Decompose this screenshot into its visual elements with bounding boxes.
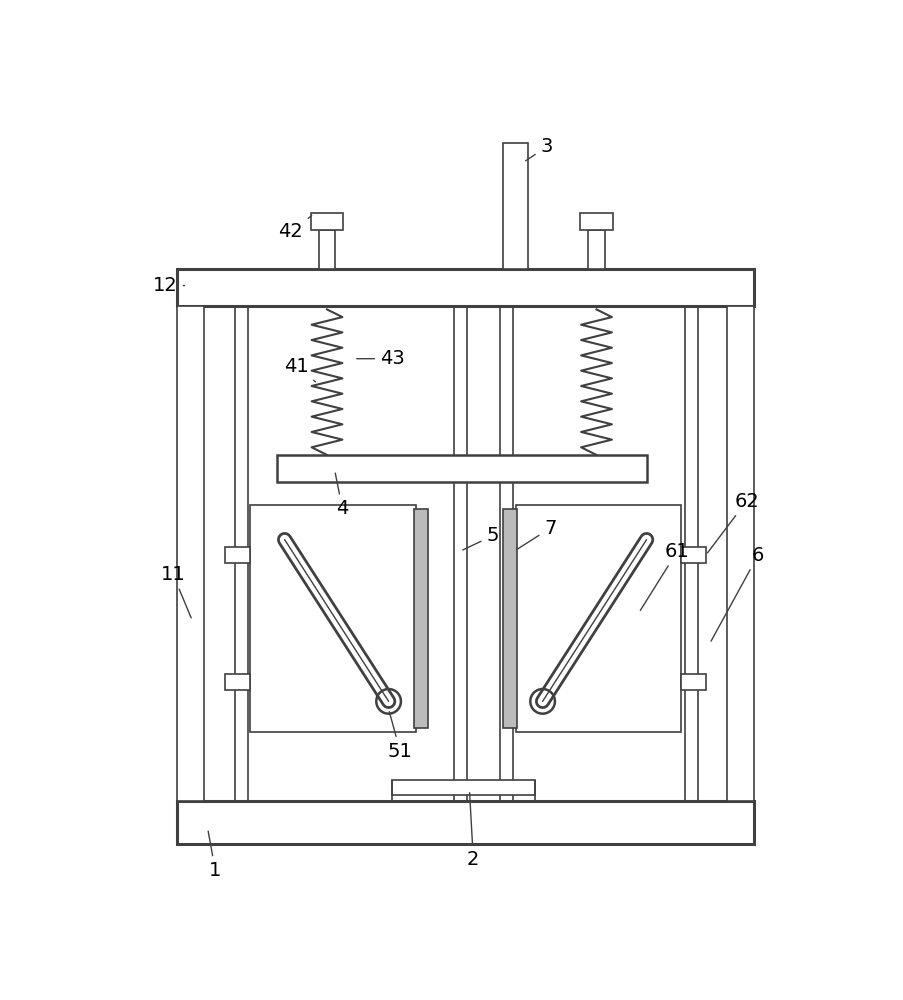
Bar bbox=[587, 230, 604, 269]
Bar bbox=[580, 213, 612, 230]
Bar bbox=[276, 455, 646, 482]
Text: 41: 41 bbox=[284, 357, 315, 382]
Bar bbox=[225, 547, 250, 563]
Text: 42: 42 bbox=[278, 216, 312, 241]
Bar bbox=[503, 509, 517, 728]
Bar bbox=[681, 674, 705, 690]
Bar bbox=[250, 505, 415, 732]
Bar bbox=[414, 509, 427, 728]
Bar bbox=[503, 143, 527, 269]
Bar bbox=[727, 306, 753, 801]
Text: 43: 43 bbox=[357, 349, 405, 368]
Bar bbox=[681, 547, 705, 563]
Text: 62: 62 bbox=[707, 492, 759, 553]
Text: 2: 2 bbox=[467, 793, 479, 869]
Text: 1: 1 bbox=[208, 831, 221, 880]
Text: 6: 6 bbox=[711, 546, 764, 641]
Bar bbox=[225, 674, 250, 690]
Bar bbox=[515, 505, 681, 732]
Bar bbox=[318, 230, 335, 269]
Text: 11: 11 bbox=[161, 565, 191, 618]
Bar bbox=[311, 213, 343, 230]
Text: 5: 5 bbox=[462, 526, 498, 550]
Bar bbox=[392, 780, 535, 795]
Bar bbox=[177, 801, 753, 844]
Text: 7: 7 bbox=[516, 519, 556, 550]
Text: 4: 4 bbox=[335, 473, 349, 518]
Text: 51: 51 bbox=[387, 712, 412, 761]
Text: 3: 3 bbox=[525, 137, 552, 161]
Bar bbox=[177, 269, 753, 306]
Bar bbox=[177, 306, 203, 801]
Text: 12: 12 bbox=[153, 276, 184, 295]
Text: 61: 61 bbox=[639, 542, 689, 610]
